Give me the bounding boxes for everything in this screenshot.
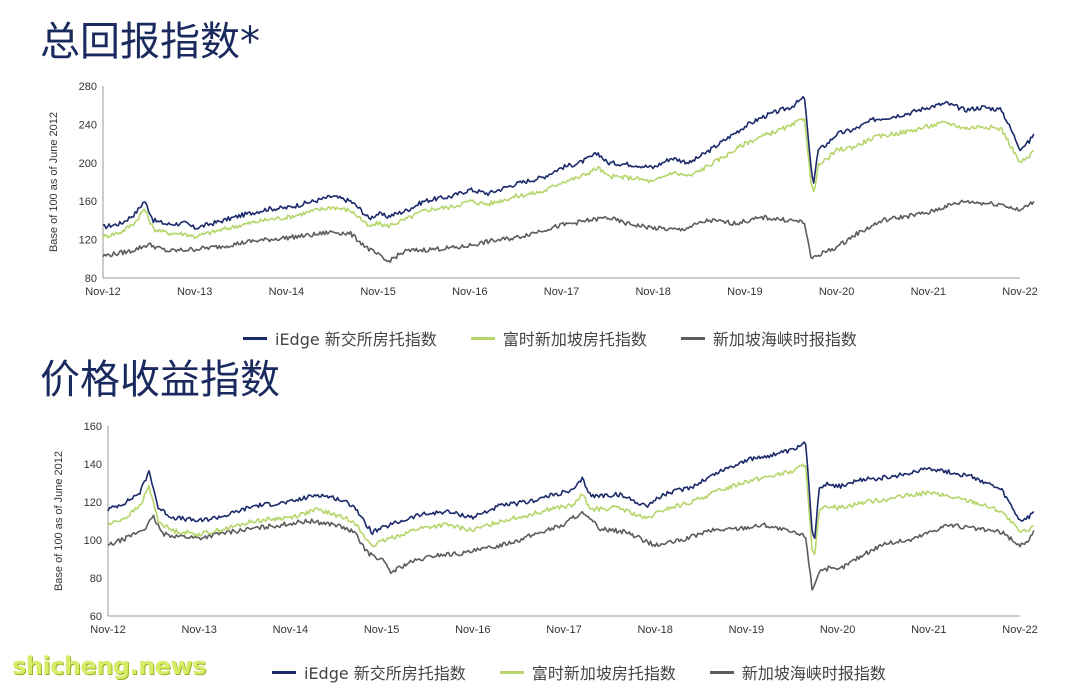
series-line-sti xyxy=(107,510,1035,591)
legend-total-return: iEdge 新交所房托指数 富时新加坡房托指数 新加坡海峡时报指数 xyxy=(243,326,891,350)
y-tick-label: 120 xyxy=(79,235,97,247)
x-tick-label: Nov-16 xyxy=(452,286,487,298)
y-tick-label: 280 xyxy=(79,81,97,93)
legend-item-iedge: iEdge 新交所房托指数 xyxy=(243,326,437,350)
x-tick-label: Nov-18 xyxy=(635,286,670,298)
y-tick-label: 140 xyxy=(84,459,102,471)
y-tick-label: 240 xyxy=(79,119,97,131)
x-tick-label: Nov-12 xyxy=(90,624,125,636)
y-axis-title: Base of 100 as of June 2012 xyxy=(48,112,60,252)
legend-label-iedge: iEdge 新交所房托指数 xyxy=(304,664,466,683)
x-tick-label: Nov-16 xyxy=(455,624,490,636)
legend-price-return: iEdge 新交所房托指数 富时新加坡房托指数 新加坡海峡时报指数 xyxy=(272,660,920,684)
legend-swatch-iedge xyxy=(272,670,296,674)
y-tick-label: 160 xyxy=(79,196,97,208)
legend-label-ftse: 富时新加坡房托指数 xyxy=(502,330,647,349)
x-tick-label: Nov-19 xyxy=(729,624,764,636)
x-tick-label: Nov-21 xyxy=(911,624,946,636)
x-tick-label: Nov-19 xyxy=(727,286,762,298)
series-line-ftse xyxy=(102,117,1035,240)
x-tick-label: Nov-17 xyxy=(546,624,581,636)
legend-swatch-sti xyxy=(680,336,705,340)
legend-item-sti: 新加坡海峡时报指数 xyxy=(709,660,886,684)
series-line-ftse xyxy=(107,463,1035,555)
watermark-logo: shicheng.news xyxy=(12,652,206,680)
y-tick-label: 80 xyxy=(85,273,97,285)
y-tick-label: 60 xyxy=(90,611,102,623)
series-line-iedge xyxy=(102,95,1035,230)
x-tick-label: Nov-17 xyxy=(544,286,579,298)
x-tick-label: Nov-14 xyxy=(269,286,304,298)
y-tick-label: 100 xyxy=(84,535,102,547)
chart-title-price-return: 价格收益指数 xyxy=(40,357,280,403)
legend-item-sti: 新加坡海峡时报指数 xyxy=(680,326,857,350)
x-tick-label: Nov-21 xyxy=(911,286,946,298)
x-tick-label: Nov-15 xyxy=(360,286,395,298)
x-tick-label: Nov-12 xyxy=(85,286,120,298)
x-tick-label: Nov-13 xyxy=(177,286,212,298)
x-tick-label: Nov-20 xyxy=(820,624,855,636)
x-tick-label: Nov-20 xyxy=(819,286,854,298)
legend-swatch-iedge xyxy=(243,336,267,340)
legend-label-iedge: iEdge 新交所房托指数 xyxy=(275,330,437,349)
legend-item-ftse: 富时新加坡房托指数 xyxy=(499,660,676,684)
x-tick-label: Nov-22 xyxy=(1002,286,1037,298)
y-axis-title: Base of 100 as of June 2012 xyxy=(53,451,65,591)
legend-item-ftse: 富时新加坡房托指数 xyxy=(470,326,647,350)
legend-swatch-sti xyxy=(709,670,734,674)
legend-label-sti: 新加坡海峡时报指数 xyxy=(741,664,886,683)
series-line-iedge xyxy=(107,441,1035,539)
series-line-sti xyxy=(102,199,1035,263)
x-tick-label: Nov-18 xyxy=(637,624,672,636)
x-tick-label: Nov-14 xyxy=(273,624,308,636)
legend-label-sti: 新加坡海峡时报指数 xyxy=(712,330,857,349)
legend-swatch-ftse xyxy=(499,670,524,674)
chart-title-total-return: 总回报指数* xyxy=(40,19,260,65)
x-tick-label: Nov-15 xyxy=(364,624,399,636)
total-return-chart: 80 120 160 200 240 280 Nov-12 Nov-13 Nov-14 Nov-1… xyxy=(48,81,1038,298)
y-tick-label: 80 xyxy=(90,573,102,585)
y-tick-label: 200 xyxy=(79,158,97,170)
x-tick-label: Nov-13 xyxy=(181,624,216,636)
price-return-chart: 60 80 100 120 140 160 Nov-12 Nov-13 Nov-14 Nov-15… xyxy=(53,421,1038,636)
x-tick-label: Nov-22 xyxy=(1002,624,1037,636)
y-tick-label: 160 xyxy=(84,421,102,433)
y-tick-label: 120 xyxy=(84,497,102,509)
legend-label-ftse: 富时新加坡房托指数 xyxy=(531,664,676,683)
legend-swatch-ftse xyxy=(470,336,495,340)
legend-item-iedge: iEdge 新交所房托指数 xyxy=(272,660,466,684)
